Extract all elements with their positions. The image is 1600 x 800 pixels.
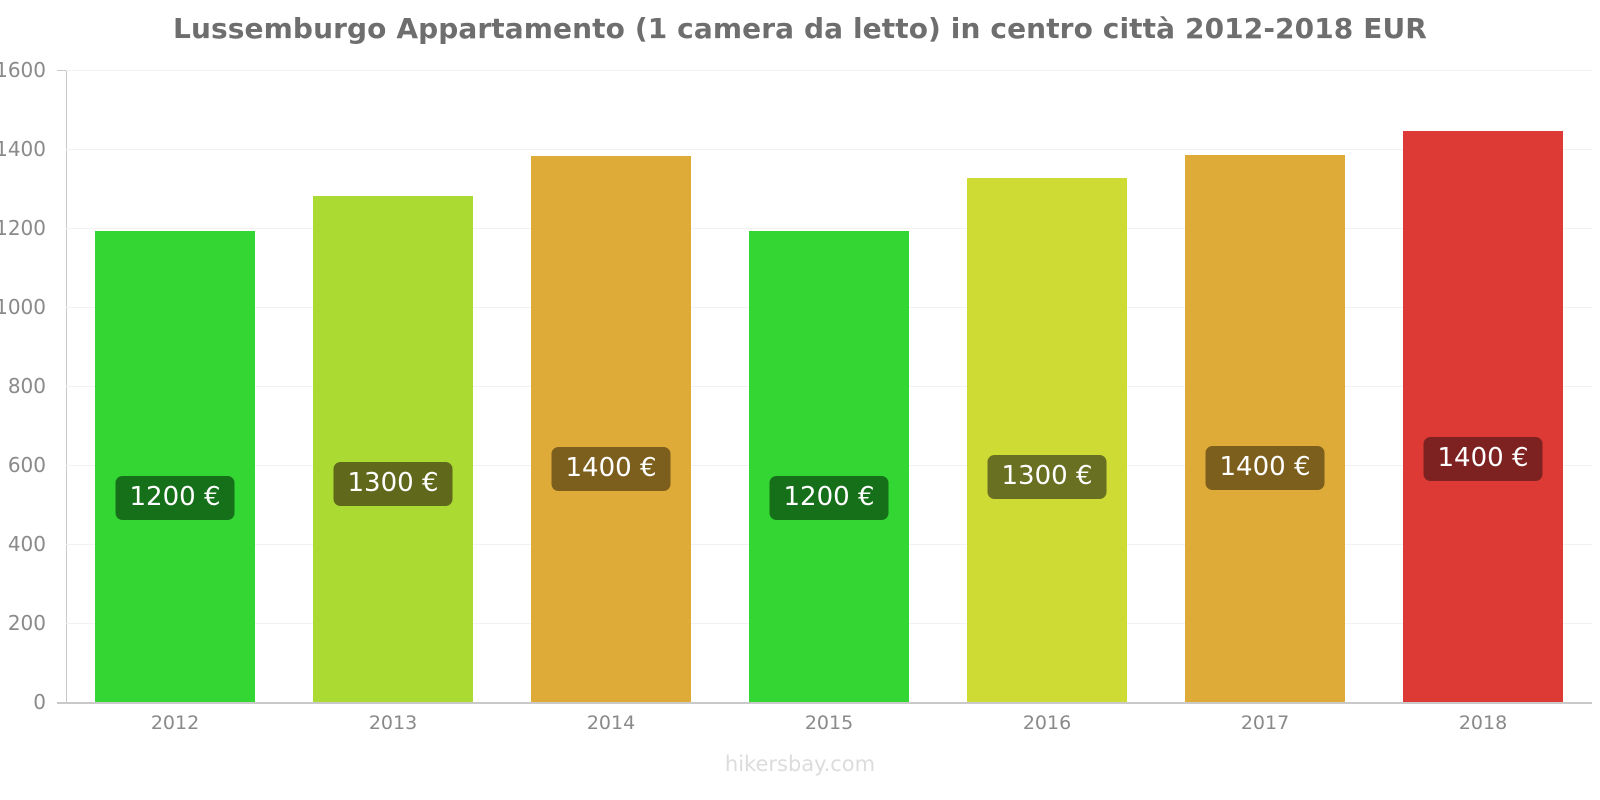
bar-2016[interactable]: 1300 € <box>967 178 1127 702</box>
y-axis-tick-mark <box>57 702 66 703</box>
y-axis-tick-label: 1400 <box>0 137 46 161</box>
bar-value-label: 1200 € <box>769 475 889 520</box>
y-axis-tick-label: 1200 <box>0 216 46 240</box>
y-axis-tick-label: 400 <box>7 532 46 556</box>
bar-value-label: 1300 € <box>333 462 453 507</box>
bar-value-label: 1400 € <box>1205 446 1325 491</box>
x-axis-tick-label-2014: 2014 <box>586 712 636 734</box>
y-axis-tick-label: 1000 <box>0 295 46 319</box>
bar-2015[interactable]: 1200 € <box>749 231 909 702</box>
y-axis-tick-label: 0 <box>33 690 46 714</box>
bar-value-label: 1400 € <box>551 446 671 491</box>
y-axis-tick-label: 1600 <box>0 58 46 82</box>
x-axis-tick-label-2012: 2012 <box>150 712 200 734</box>
bar-value-label: 1400 € <box>1423 437 1543 482</box>
y-axis-tick-mark <box>57 70 66 71</box>
footer-credit: hikersbay.com <box>724 752 876 776</box>
chart-title: Lussemburgo Appartamento (1 camera da le… <box>173 12 1427 45</box>
y-axis-tick-label: 200 <box>7 611 46 635</box>
bar-2014[interactable]: 1400 € <box>531 155 691 702</box>
y-axis-tick-label: 800 <box>7 374 46 398</box>
y-axis-tick-label: 600 <box>7 453 46 477</box>
gridline <box>66 228 1592 229</box>
bar-value-label: 1200 € <box>115 475 235 520</box>
plot-area: 0 200 400 600 800 1000 1200 1400 1600 1200 € 1300 … <box>0 58 1592 714</box>
gridline <box>66 149 1592 150</box>
x-axis-tick-label-2017: 2017 <box>1240 712 1290 734</box>
bar-2018[interactable]: 1400 € <box>1403 130 1563 702</box>
x-axis-tick-label-2018: 2018 <box>1458 712 1508 734</box>
bar-2013[interactable]: 1300 € <box>313 196 473 702</box>
bar-value-label: 1300 € <box>987 455 1107 500</box>
bar-2017[interactable]: 1400 € <box>1185 154 1345 702</box>
gridline <box>66 70 1592 71</box>
x-axis-tick-label-2015: 2015 <box>804 712 854 734</box>
x-axis-line <box>57 702 1592 704</box>
x-axis-tick-label-2016: 2016 <box>1022 712 1072 734</box>
x-axis-tick-label-2013: 2013 <box>368 712 418 734</box>
bar-2012[interactable]: 1200 € <box>95 231 255 702</box>
